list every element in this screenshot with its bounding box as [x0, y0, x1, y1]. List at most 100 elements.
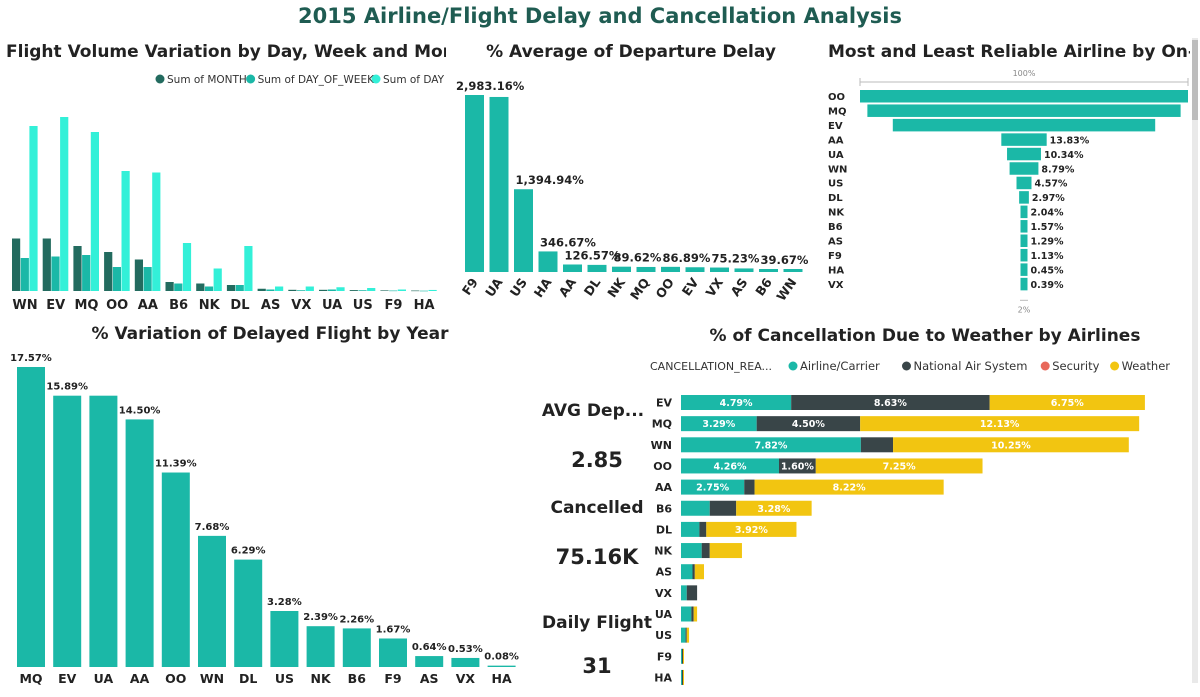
funnel-bar-OO: [860, 90, 1188, 103]
data-label: 8.22%: [833, 483, 866, 494]
bar-OO: [661, 266, 680, 272]
x-tick-label: OO: [652, 275, 676, 301]
segment-MQ-0: [681, 416, 757, 432]
bar-B6-2: [182, 243, 192, 291]
segment-OO-0: [681, 458, 779, 474]
bar-NK-1: [204, 286, 214, 291]
bar-UA: [489, 96, 509, 272]
data-label: 7.68%: [195, 522, 230, 533]
data-label: 89.62%: [614, 251, 662, 265]
legend-label: Sum of DAY_OF_WEEK: [258, 74, 375, 86]
bar-EV: [53, 395, 82, 667]
x-tick-label: UA: [94, 671, 114, 686]
bar-MQ-2: [90, 132, 99, 291]
funnel-bar-MQ: [867, 104, 1181, 117]
funnel-bar-VX: [1020, 277, 1028, 291]
x-tick-label: AA: [138, 298, 158, 313]
segment-HA-0: [681, 669, 682, 685]
reliable-chart-title: Most and Least Reliable Airline by On-t.…: [828, 42, 1190, 62]
scrollbar-thumb[interactable]: [1192, 40, 1198, 120]
kpi-daily-flight-value: 31: [582, 654, 612, 678]
kpi-cancelled-label: Cancelled: [550, 498, 644, 518]
funnel-bar-EV: [892, 118, 1156, 132]
legend-label: Security: [1052, 359, 1099, 373]
y-tick-label: HA: [828, 265, 844, 276]
y-tick-label: F9: [828, 251, 842, 262]
bar-AS-0: [257, 288, 266, 291]
data-label: 0.45%: [1031, 265, 1064, 276]
weather-chart[interactable]: CANCELLATION_REA... Airline/Carrier Nation…: [645, 352, 1185, 692]
bar-B6: [342, 628, 371, 667]
data-label: 86.89%: [663, 251, 711, 265]
y-tick-label: UA: [655, 608, 673, 621]
bar-DL: [587, 264, 607, 272]
volume-chart[interactable]: Sum of MONTH Sum of DAY_OF_WEEK Sum of DAY…: [0, 66, 450, 316]
kpi-avg-dep-label: AVG Dep...: [541, 401, 645, 421]
data-label: 10.25%: [991, 440, 1031, 451]
y-tick-label: AA: [655, 481, 673, 494]
x-tick-label: OO: [106, 298, 128, 313]
data-label: 0.08%: [484, 652, 519, 663]
y-tick-label: DL: [828, 193, 843, 204]
data-label: 1.29%: [1031, 237, 1064, 248]
y-tick-label: NK: [654, 545, 672, 558]
segment-B6-0: [681, 500, 710, 516]
segment-B6-3: [736, 500, 812, 516]
reliable-chart[interactable]: 100% OO MQ EV AA 13.83% UA 10.34% WN 8.79% US 4.57%…: [815, 64, 1193, 314]
data-label: 2.97%: [1032, 193, 1065, 204]
scrollbar-track[interactable]: [1192, 38, 1198, 683]
x-tick-label: VX: [291, 298, 311, 313]
data-label: 6.75%: [1051, 398, 1084, 409]
segment-NK-1: [701, 543, 710, 559]
segment-F9-3: [683, 648, 684, 664]
bar-VX-2: [305, 286, 314, 291]
data-label: 4.26%: [714, 461, 747, 472]
bar-B6: [759, 269, 778, 272]
data-label: 346.67%: [540, 235, 596, 249]
y-tick-label: US: [655, 629, 672, 642]
segment-AS-1: [692, 564, 695, 580]
x-tick-label: NK: [311, 671, 332, 686]
bar-OO: [161, 472, 190, 667]
bar-WN: [783, 269, 803, 272]
scale-top-label: 100%: [1013, 69, 1036, 78]
dep-delay-chart[interactable]: 2,983.16% F9 UA 1,394.94% US 346.67% HA 126.57%…: [450, 66, 810, 316]
x-tick-label: F9: [459, 275, 481, 298]
data-label: 3.28%: [267, 597, 302, 608]
funnel-bar-UA: [1007, 147, 1041, 161]
bar-MQ: [636, 266, 656, 272]
data-label: 12.13%: [980, 419, 1020, 430]
funnel-bar-F9: [1020, 248, 1028, 262]
data-label: 2.75%: [696, 483, 729, 494]
yearly-chart[interactable]: 17.57% MQ 15.89% EV UA 14.50% AA 11.39% OO 7.68% W…: [0, 350, 530, 695]
x-tick-label: AA: [130, 671, 150, 686]
bar-HA-1: [419, 290, 428, 292]
data-label: 13.83%: [1050, 135, 1090, 146]
legend-marker: [155, 74, 165, 84]
y-tick-label: MQ: [652, 418, 672, 431]
data-label: 0.39%: [1031, 280, 1064, 291]
funnel-bar-WN: [1009, 162, 1039, 175]
bar-HA-0: [411, 290, 420, 292]
bar-NK-0: [196, 283, 205, 291]
segment-UA-0: [681, 606, 692, 622]
segment-EV-1: [791, 395, 990, 410]
data-label: 1.13%: [1031, 251, 1064, 262]
x-tick-label: AS: [261, 298, 280, 313]
bar-US: [514, 189, 533, 272]
legend-marker: [902, 361, 911, 371]
segment-DL-3: [706, 521, 797, 537]
y-tick-label: UA: [828, 150, 844, 161]
y-tick-label: EV: [656, 397, 673, 410]
data-label: 1.67%: [376, 624, 411, 635]
data-label: 126.57%: [565, 248, 621, 262]
x-tick-label: DL: [581, 275, 604, 299]
y-tick-label: B6: [828, 222, 843, 233]
y-tick-label: OO: [653, 460, 672, 473]
y-tick-label: WN: [651, 439, 672, 452]
y-tick-label: EV: [828, 121, 843, 132]
y-tick-label: AA: [828, 135, 844, 146]
segment-VX-0: [681, 585, 687, 601]
bar-US-1: [358, 290, 367, 291]
dashboard-title: 2015 Airline/Flight Delay and Cancellati…: [298, 4, 902, 28]
